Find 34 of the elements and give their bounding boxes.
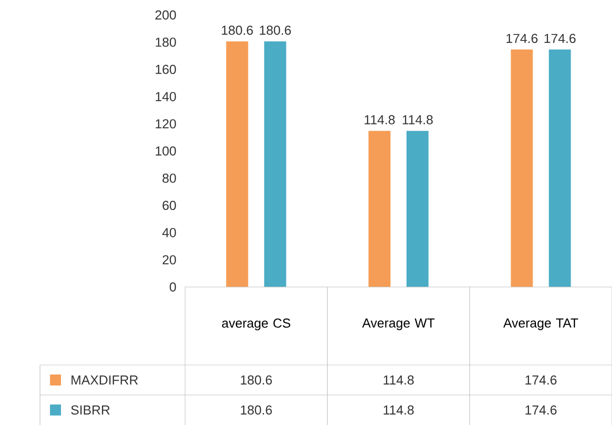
- data-label: 174.6: [526, 405, 557, 415]
- text: 174.6: [506, 34, 538, 44]
- bar: [510, 50, 533, 287]
- y-tick-label: 120: [156, 119, 176, 128]
- legend-label: MAXDIFRR: [72, 376, 138, 384]
- x-tick-label: Average TAT: [503, 318, 578, 330]
- x-tick-label: Average WT: [362, 318, 435, 330]
- bar: [226, 41, 248, 287]
- text: 180.6: [222, 26, 253, 35]
- text: 114.8: [364, 115, 395, 124]
- legend-label: SIBRR: [71, 405, 110, 415]
- bar: [548, 50, 571, 287]
- y-tick-label: 100: [156, 146, 176, 156]
- y-tick-label: 80: [162, 174, 176, 183]
- data-label: 180.6: [240, 375, 272, 385]
- y-tick-label: 0: [170, 282, 176, 292]
- y-tick-label: 140: [156, 92, 176, 102]
- y-tick-label: 180: [156, 38, 176, 47]
- y-tick-label: 40: [162, 228, 176, 238]
- text: 174.6: [544, 34, 576, 44]
- x-tick-label: average CS: [222, 318, 290, 330]
- bar: [264, 41, 286, 287]
- y-tick-label: 60: [162, 200, 176, 210]
- y-tick-label: 160: [156, 64, 176, 74]
- data-label: 114.8: [384, 375, 414, 385]
- y-tick-label: 200: [155, 10, 176, 20]
- text: 180.6: [260, 26, 291, 35]
- y-tick-label: 20: [162, 255, 176, 264]
- data-label: 174.6: [526, 375, 557, 385]
- bar: [406, 130, 429, 287]
- data-label: 114.8: [384, 405, 414, 415]
- text: 114.8: [402, 115, 433, 124]
- bar: [368, 130, 391, 287]
- data-label: 180.6: [240, 405, 272, 415]
